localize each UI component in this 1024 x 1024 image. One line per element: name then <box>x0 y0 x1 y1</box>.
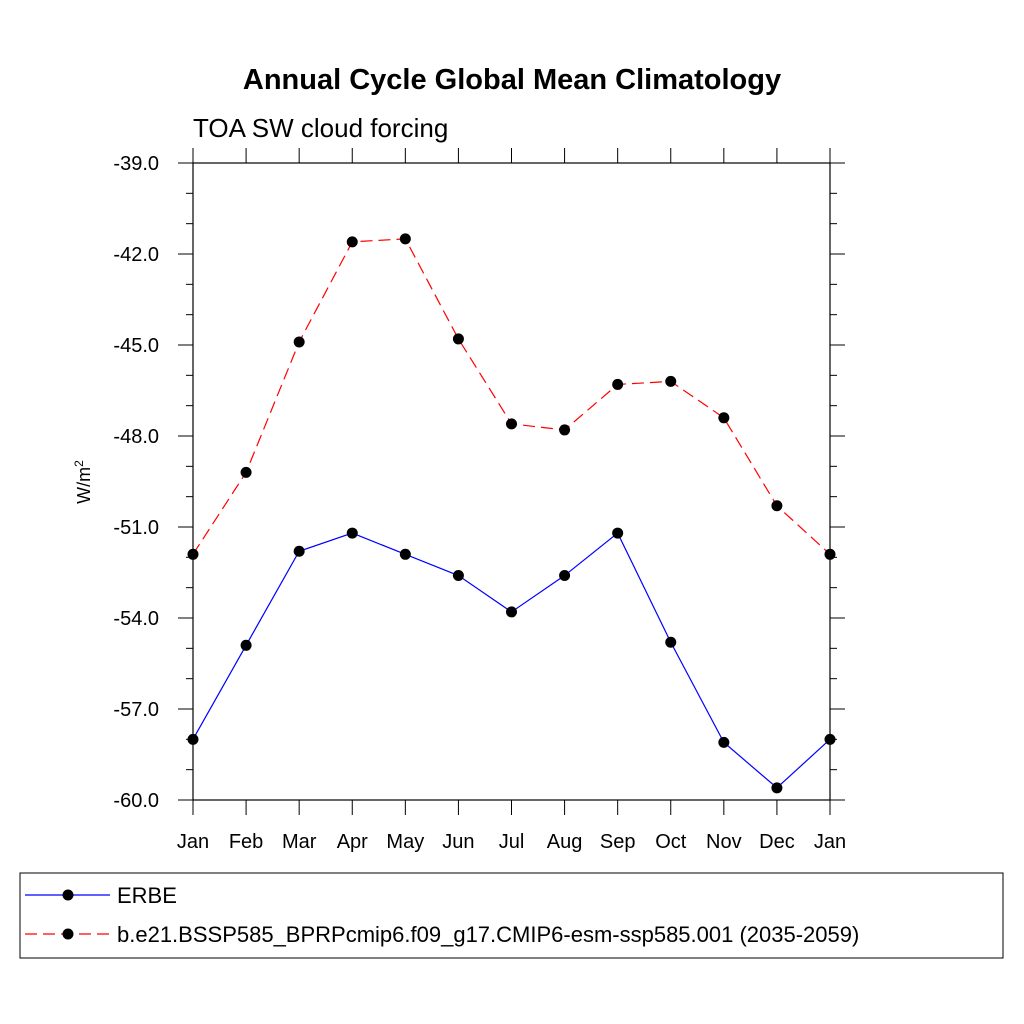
chart-subtitle: TOA SW cloud forcing <box>193 113 448 143</box>
series-layer <box>187 233 836 794</box>
series-1-point <box>240 639 252 651</box>
y-tick-label: -48.0 <box>113 426 159 448</box>
series-line-1 <box>192 532 831 789</box>
series-1-point <box>665 636 677 648</box>
x-tick-label: Sep <box>600 831 636 853</box>
legend-label-2: b.e21.BSSP585_BPRPcmip6.f09_g17.CMIP6-es… <box>117 922 859 947</box>
series-2-point <box>346 236 358 248</box>
series-1-point <box>506 606 517 618</box>
series-2-point <box>506 418 517 430</box>
x-tick-label: Jul <box>499 831 525 853</box>
legend-marker-1 <box>62 889 74 901</box>
x-tick-label: Mar <box>282 831 317 853</box>
x-tick-label: May <box>386 831 424 853</box>
legend-box <box>19 872 1004 959</box>
x-tick-label: Dec <box>759 831 795 853</box>
y-axis-unit: W/m <box>74 467 94 504</box>
y-tick-label: -45.0 <box>113 335 159 357</box>
series-2-point <box>187 548 199 560</box>
legend: ERBE b.e21.BSSP585_BPRPcmip6.f09_g17.CMIP… <box>19 872 1004 959</box>
legend-label-1: ERBE <box>117 883 177 908</box>
y-tick-label: -57.0 <box>113 699 159 721</box>
series-2-point <box>559 424 571 436</box>
series-2-point <box>665 375 677 387</box>
series-line-2 <box>192 238 831 555</box>
series-2-point <box>399 233 411 245</box>
series-1-point <box>718 736 730 748</box>
series-1-point <box>824 733 836 745</box>
x-axis: Jan Feb Mar Apr May Jun Jul Aug Sep Oct Nov Dec Jan <box>177 148 846 853</box>
y-tick-label: -54.0 <box>113 608 159 630</box>
y-tick-label: -60.0 <box>113 790 159 812</box>
series-2-point <box>612 378 624 390</box>
series-1-point <box>346 527 358 539</box>
chart-title: Annual Cycle Global Mean Climatology <box>243 64 781 96</box>
series-1-point <box>187 733 199 745</box>
series-1-point <box>559 570 571 582</box>
y-axis-label: W/m2 <box>72 460 94 504</box>
x-tick-label: Nov <box>706 831 742 853</box>
y-tick-label: -51.0 <box>113 517 159 539</box>
series-1-point <box>293 545 305 557</box>
y-tick-label: -39.0 <box>113 153 159 175</box>
series-1-point <box>612 527 624 539</box>
plot-border <box>192 162 831 801</box>
series-2-point <box>771 500 783 512</box>
x-tick-label: Oct <box>655 831 687 853</box>
series-1-point <box>452 570 464 582</box>
y-axis: -39.0 -42.0 -45.0 -48.0 -51.0 -54.0 -57.0 -60.0 <box>113 153 845 812</box>
x-tick-label: Jan <box>814 831 846 853</box>
plot-frame <box>192 162 831 801</box>
series-2-point <box>240 466 252 478</box>
series-2-point <box>293 336 305 348</box>
series-2-point <box>452 333 464 345</box>
x-tick-label: Aug <box>547 831 583 853</box>
x-tick-label: Feb <box>229 831 263 853</box>
y-axis-unit-exponent: 2 <box>72 460 86 467</box>
x-tick-label: Jan <box>177 831 209 853</box>
y-tick-label: -42.0 <box>113 244 159 266</box>
series-2-point <box>824 548 836 560</box>
series-1-point <box>771 782 783 794</box>
series-1-point <box>399 548 411 560</box>
legend-marker-2 <box>62 928 74 940</box>
x-tick-label: Apr <box>337 831 368 853</box>
series-2-point <box>718 412 730 424</box>
x-tick-label: Jun <box>442 831 474 853</box>
